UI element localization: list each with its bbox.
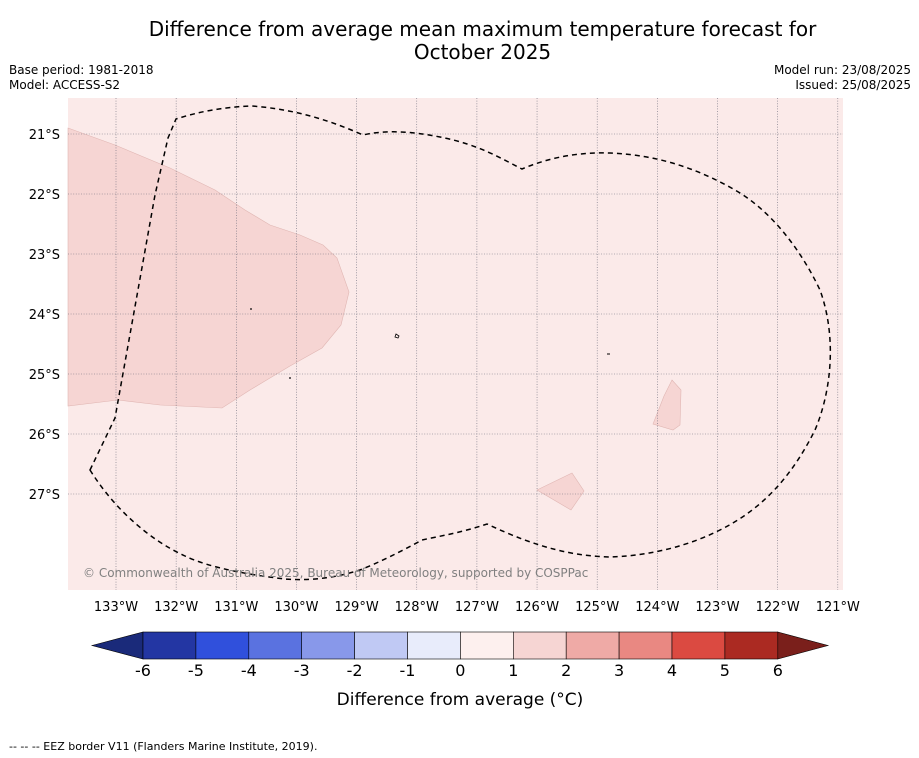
colorbar-segment: [671, 631, 726, 660]
longitude-label: 131°W: [214, 600, 258, 615]
longitude-label: 121°W: [816, 600, 860, 615]
colorbar-segment: [407, 631, 461, 660]
colorbar-label: Difference from average (°C): [337, 690, 584, 710]
colorbar-segment: [724, 631, 779, 660]
latitude-label: 22°S: [29, 188, 60, 203]
colorbar-segment: [565, 631, 620, 660]
title-line-1: Difference from average mean maximum tem…: [148, 17, 817, 41]
island-marker: [394, 333, 400, 339]
latitude-label: 23°S: [29, 248, 60, 263]
colorbar-segment: [354, 631, 408, 660]
latitude-label: 25°S: [29, 368, 60, 383]
meta-right: Model run: 23/08/2025 Issued: 25/08/2025: [774, 63, 911, 93]
longitude-label: 125°W: [575, 600, 619, 615]
colorbar-tick-label: -2: [347, 661, 363, 680]
colorbar-segment: [301, 631, 355, 660]
graticule: [68, 98, 843, 590]
copyright-notice: © Commonwealth of Australia 2025, Bureau…: [83, 566, 588, 580]
eez-border: [89, 105, 832, 581]
longitude-labels: 133°W 132°W 131°W 130°W 129°W 128°W 127°W 126°W…: [94, 600, 860, 615]
colorbar-tick-label: 4: [667, 661, 677, 680]
colorbar-ticks: -6 -5 -4 -3 -2 -1 0 1 2 3 4 5 6: [135, 661, 783, 680]
latitude-label: 26°S: [29, 428, 60, 443]
title-line-2: October 2025: [413, 40, 552, 64]
model-name: Model: ACCESS-S2: [9, 78, 121, 92]
longitude-label: 128°W: [395, 600, 439, 615]
colorbar-segment: [195, 631, 250, 660]
colorbar-segment: [512, 631, 567, 660]
colorbar-over-arrow: [777, 631, 830, 660]
colorbar-tick-label: 6: [773, 661, 783, 680]
longitude-label: 132°W: [154, 600, 198, 615]
map-title: Difference from average mean maximum tem…: [60, 18, 905, 64]
latitude-labels: 21°S 22°S 23°S 24°S 25°S 26°S 27°S: [29, 128, 60, 503]
colorbar: [90, 631, 830, 660]
meta-left: Base period: 1981-2018 Model: ACCESS-S2: [9, 63, 154, 93]
anomaly-region-south: [536, 472, 585, 511]
longitude-label: 130°W: [274, 600, 318, 615]
colorbar-tick-label: 1: [508, 661, 518, 680]
colorbar-tick-label: 2: [561, 661, 571, 680]
longitude-label: 133°W: [94, 600, 138, 615]
base-period: Base period: 1981-2018: [9, 63, 154, 77]
colorbar-tick-label: -4: [241, 661, 257, 680]
latitude-label: 21°S: [29, 128, 60, 143]
colorbar-tick-label: -3: [294, 661, 310, 680]
colorbar-segment: [248, 631, 303, 660]
longitude-label: 129°W: [335, 600, 379, 615]
colorbar-tick-label: -6: [135, 661, 151, 680]
colorbar-tick-label: 5: [720, 661, 730, 680]
island-marker: [289, 377, 291, 379]
colorbar-tick-label: -5: [188, 661, 204, 680]
colorbar-segment: [142, 631, 197, 660]
colorbar-tick-label: 3: [614, 661, 624, 680]
eez-legend: -- -- -- EEZ border V11 (Flanders Marine…: [9, 740, 318, 753]
issued-date: Issued: 25/08/2025: [795, 78, 911, 92]
colorbar-tick-label: 0: [455, 661, 465, 680]
colorbar-segment: [460, 631, 514, 660]
longitude-label: 126°W: [515, 600, 559, 615]
colorbar-under-arrow: [90, 631, 144, 660]
longitude-label: 122°W: [756, 600, 800, 615]
island-marker: [250, 308, 252, 310]
colorbar-segment: [618, 631, 673, 660]
longitude-label: 124°W: [635, 600, 679, 615]
anomaly-region-west: [67, 127, 350, 409]
colorbar-tick-label: -1: [400, 661, 416, 680]
latitude-label: 24°S: [29, 308, 60, 323]
anomaly-region-east: [652, 379, 682, 431]
longitude-label: 127°W: [455, 600, 499, 615]
longitude-label: 123°W: [695, 600, 739, 615]
latitude-label: 27°S: [29, 488, 60, 503]
model-run: Model run: 23/08/2025: [773, 63, 911, 77]
